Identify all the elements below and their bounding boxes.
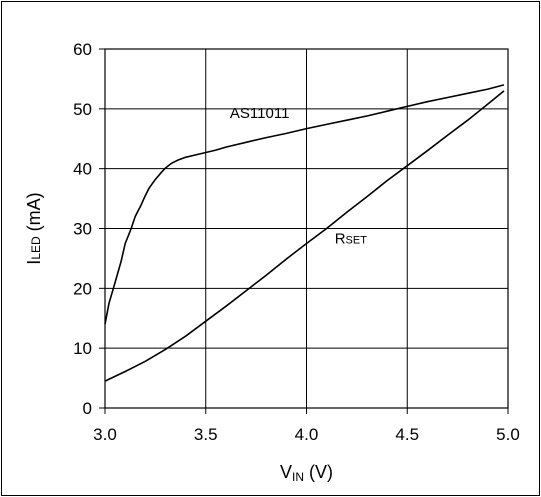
grid	[99, 48, 509, 414]
x-tick-label: 3.5	[194, 425, 218, 444]
x-tick-label: 3.0	[93, 425, 117, 444]
x-axis-label-unit: (V)	[304, 462, 333, 482]
y-tick-label: 50	[73, 100, 92, 119]
x-axis-label-sub: IN	[292, 470, 304, 484]
tick-labels: 3.0 3.5 4.0 4.5 5.0 0 10 20 30 40 50 60	[73, 40, 520, 444]
y-axis-label-unit: (mA)	[24, 192, 44, 236]
x-tick-label: 5.0	[496, 425, 520, 444]
y-tick-label: 60	[73, 40, 92, 59]
series-line-rset	[104, 90, 505, 382]
series-label-main: AS11011	[230, 105, 290, 122]
y-axis-label-main: I	[24, 260, 44, 265]
x-tick-label: 4.0	[295, 425, 319, 444]
x-axis-label-main: V	[280, 462, 292, 482]
y-axis-label-sub: LED	[29, 236, 43, 260]
series-label-main: R	[335, 230, 346, 247]
series-label-sub: SET	[346, 234, 368, 246]
series-group	[104, 84, 505, 382]
x-axis-label: VIN (V)	[280, 462, 333, 484]
y-axis-label: ILED (mA)	[24, 192, 44, 264]
x-tick-label: 4.5	[395, 425, 419, 444]
plot-area	[104, 48, 509, 409]
y-tick-label: 30	[73, 220, 92, 239]
y-tick-label: 0	[83, 399, 92, 418]
y-tick-label: 20	[73, 279, 92, 298]
y-tick-label: 10	[73, 339, 92, 358]
series-label-as11011: AS11011	[230, 105, 290, 122]
series-label-rset: RSET	[335, 230, 368, 247]
y-tick-label: 40	[73, 160, 92, 179]
series-line-as11011	[104, 84, 505, 325]
series-labels: AS11011 RSET	[230, 105, 367, 248]
